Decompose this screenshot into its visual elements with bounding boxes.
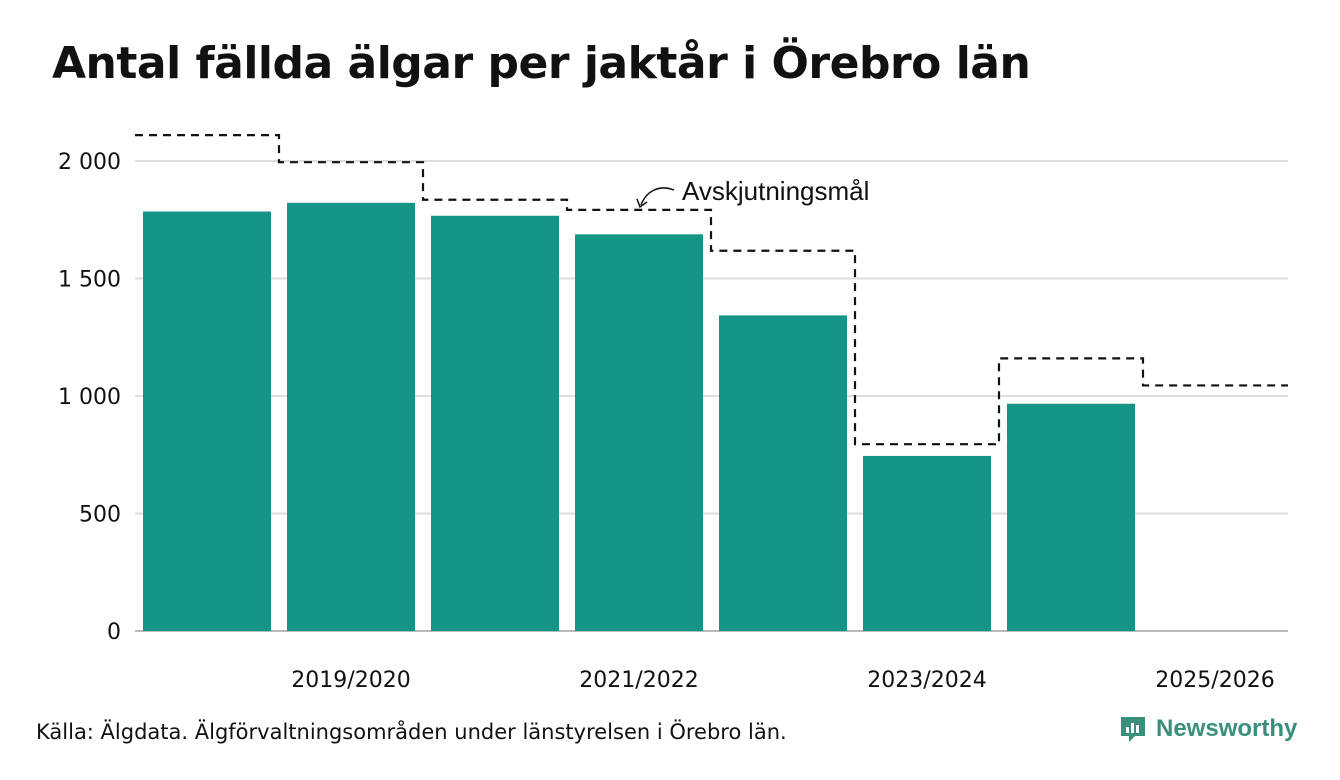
bar xyxy=(863,455,991,631)
x-tick-label: 2019/2020 xyxy=(291,668,410,693)
y-tick-label: 0 xyxy=(107,620,121,645)
bars xyxy=(143,202,1135,631)
x-tick-label: 2025/2026 xyxy=(1155,668,1274,693)
annotation-arrow xyxy=(640,187,675,206)
target-line xyxy=(135,134,1288,446)
brand-logo: Newsworthy xyxy=(1118,714,1297,744)
bar xyxy=(1007,403,1135,631)
brand-name: Newsworthy xyxy=(1156,715,1298,742)
annotation-arrowhead xyxy=(636,198,648,209)
y-axis-ticks: 0 500 1 000 1 500 2 000 xyxy=(58,150,121,645)
annotation-label: Avskjutningsmål xyxy=(682,176,869,206)
newsworthy-logo-icon xyxy=(1121,717,1145,742)
bar xyxy=(719,315,847,631)
y-tick-label: 500 xyxy=(79,503,121,528)
target-series-line xyxy=(135,134,1288,446)
y-tick-label: 2 000 xyxy=(58,150,121,175)
chart-title: Antal fällda älgar per jaktår i Örebro l… xyxy=(52,38,1031,89)
y-tick-label: 1 000 xyxy=(58,385,121,410)
source-note: Källa: Älgdata. Älgförvaltningsområden u… xyxy=(36,720,787,744)
bar xyxy=(431,215,559,631)
x-tick-label: 2021/2022 xyxy=(579,668,698,693)
bar xyxy=(143,211,271,631)
bar xyxy=(287,202,415,631)
x-tick-label: 2023/2024 xyxy=(867,668,986,693)
y-tick-label: 1 500 xyxy=(58,268,121,293)
x-axis-ticks: 2019/2020 2021/2022 2023/2024 2025/2026 xyxy=(291,668,1274,693)
annotation: Avskjutningsmål xyxy=(636,176,869,209)
bar xyxy=(575,234,703,631)
